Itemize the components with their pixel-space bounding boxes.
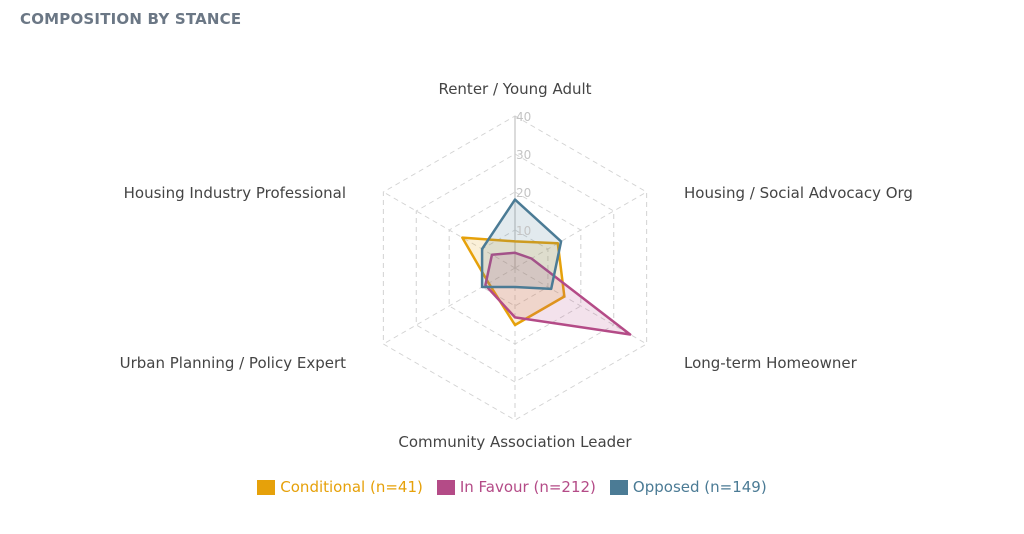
legend-label-conditional: Conditional (n=41) bbox=[280, 478, 423, 496]
legend-item-in-favour[interactable]: In Favour (n=212) bbox=[436, 478, 596, 496]
tick-label-10: 10 bbox=[516, 224, 531, 238]
grid-ring-30 bbox=[415, 153, 615, 383]
tick-label-30: 30 bbox=[516, 148, 531, 162]
legend-swatch-conditional bbox=[257, 479, 276, 495]
axis-label-urban-planning-policy-expert: Urban Planning / Policy Expert bbox=[120, 354, 347, 372]
axis-label-housing-social-advocacy-org: Housing / Social Advocacy Org bbox=[684, 184, 913, 202]
series-opposed bbox=[480, 198, 563, 291]
legend-item-opposed[interactable]: Opposed (n=149) bbox=[609, 478, 767, 496]
spoke-urban-planning-policy-expert bbox=[383, 267, 516, 345]
spoke-housing-social-advocacy-org bbox=[514, 191, 647, 269]
chart-legend: Conditional (n=41) In Favour (n=212) Opp… bbox=[0, 478, 1024, 496]
axis-label-housing-industry-professional: Housing Industry Professional bbox=[124, 184, 346, 202]
grid-ring-40 bbox=[382, 115, 648, 421]
radar-axis-labels: Renter / Young Adult Housing / Social Adv… bbox=[120, 80, 913, 451]
radar-chart: 10 20 30 40 Renter / Young Adult Housing / S… bbox=[120, 80, 913, 451]
legend-swatch-in-favour bbox=[436, 479, 455, 495]
series-in-favour bbox=[484, 251, 632, 336]
legend-item-conditional[interactable]: Conditional (n=41) bbox=[257, 478, 423, 496]
radar-ticks: 10 20 30 40 bbox=[516, 110, 531, 238]
axis-label-long-term-homeowner: Long-term Homeowner bbox=[684, 354, 858, 372]
legend-label-in-favour: In Favour (n=212) bbox=[459, 478, 596, 496]
axis-label-community-association-leader: Community Association Leader bbox=[398, 433, 632, 451]
radar-series bbox=[461, 198, 632, 336]
panel-title: COMPOSITION BY STANCE bbox=[20, 10, 242, 28]
tick-label-20: 20 bbox=[516, 186, 531, 200]
series-conditional bbox=[461, 236, 566, 327]
legend-label-opposed: Opposed (n=149) bbox=[632, 478, 767, 496]
tick-label-40: 40 bbox=[516, 110, 531, 124]
spoke-housing-industry-professional bbox=[383, 191, 516, 269]
axis-label-renter-young-adult: Renter / Young Adult bbox=[438, 80, 591, 98]
legend-swatch-opposed bbox=[609, 479, 628, 495]
